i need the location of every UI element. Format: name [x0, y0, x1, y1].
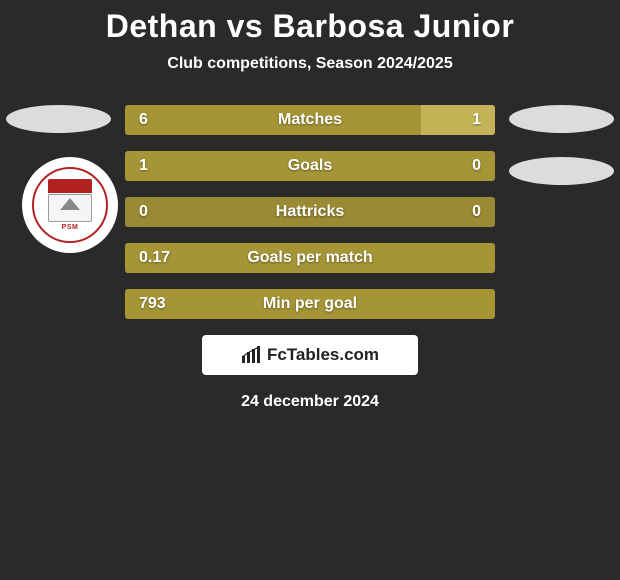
stat-bar-row: 1 0 Goals [125, 151, 495, 181]
comparison-subtitle: Club competitions, Season 2024/2025 [0, 55, 620, 73]
stat-bar-row: 793 Min per goal [125, 289, 495, 319]
club-badge-psm-icon: PSM [32, 167, 108, 243]
stat-bar-row: 0.17 Goals per match [125, 243, 495, 273]
bar-chart-icon [241, 346, 261, 364]
stat-bar-right-value: 1 [472, 111, 481, 129]
stat-bar-label: Hattricks [276, 203, 344, 221]
stat-bar-row: 0 0 Hattricks [125, 197, 495, 227]
stat-bar-left-value: 1 [139, 157, 148, 175]
stat-bar-left-fill [125, 105, 421, 135]
branding-badge[interactable]: FcTables.com [202, 335, 418, 375]
stat-bar-label: Min per goal [263, 295, 357, 313]
stat-bars: 6 1 Matches 1 0 Goals 0 0 Hattricks 0.17 Goals per… [125, 105, 495, 319]
stat-bar-right-value: 0 [472, 203, 481, 221]
club-badge-left: PSM [22, 157, 118, 253]
player-right-placeholder-2 [509, 157, 614, 185]
snapshot-date: 24 december 2024 [0, 393, 620, 411]
player-right-placeholder-1 [509, 105, 614, 133]
stat-bar-label: Goals per match [247, 249, 372, 267]
stat-bar-label: Matches [278, 111, 342, 129]
stat-bar-label: Goals [288, 157, 332, 175]
stats-area: PSM 6 1 Matches 1 0 Goals 0 0 Hattricks 0.17 Goals… [0, 105, 620, 411]
comparison-title: Dethan vs Barbosa Junior [0, 0, 620, 45]
branding-text: FcTables.com [267, 345, 379, 365]
stat-bar-left-value: 0 [139, 203, 148, 221]
stat-bar-left-value: 0.17 [139, 249, 170, 267]
stat-bar-left-value: 6 [139, 111, 148, 129]
player-left-placeholder [6, 105, 111, 133]
stat-bar-left-value: 793 [139, 295, 166, 313]
stat-bar-row: 6 1 Matches [125, 105, 495, 135]
stat-bar-right-fill [421, 105, 495, 135]
stat-bar-right-value: 0 [472, 157, 481, 175]
